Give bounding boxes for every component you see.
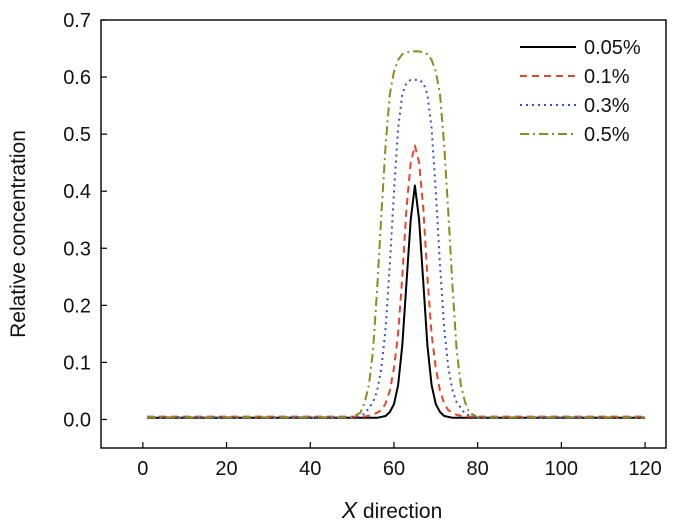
series-line-3 — [147, 50, 646, 419]
x-tick-label: 20 — [215, 458, 237, 480]
x-tick-label: 80 — [467, 458, 489, 480]
x-axis-title-variable: X — [341, 497, 359, 523]
plot-frame — [100, 19, 667, 449]
y-tick-label: 0.5 — [63, 124, 91, 146]
x-tick-label: 40 — [299, 458, 321, 480]
x-axis-title-text: direction — [357, 500, 442, 523]
series-line-2 — [147, 78, 646, 419]
x-tick-label: 0 — [137, 458, 148, 480]
y-tick-label: 0.7 — [63, 10, 91, 32]
legend-label-0: 0.05% — [584, 37, 641, 59]
legend-label-2: 0.3% — [584, 95, 630, 117]
y-tick-label: 0.0 — [63, 409, 91, 431]
tick-layer: 0 20 40 60 80 100 120 0.0 0.1 0.2 0.3 0.4 0.5 0.6 0.7 — [63, 10, 662, 480]
y-tick-label: 0.3 — [63, 238, 91, 260]
y-tick-label: 0.4 — [63, 181, 91, 203]
legend: 0.05% 0.1% 0.3% 0.5% — [520, 37, 641, 146]
x-tick-label: 120 — [628, 458, 661, 480]
legend-label-1: 0.1% — [584, 66, 630, 88]
x-tick-label: 100 — [545, 458, 578, 480]
legend-label-3: 0.5% — [584, 124, 630, 146]
series-layer — [147, 50, 646, 419]
y-axis-title: Relative concentration — [7, 130, 30, 338]
y-tick-label: 0.6 — [63, 67, 91, 89]
y-tick-label: 0.2 — [63, 295, 91, 317]
series-line-0 — [147, 184, 646, 419]
y-tick-label: 0.1 — [63, 352, 91, 374]
x-axis-title: X direction — [341, 497, 443, 523]
series-line-1 — [147, 144, 646, 418]
x-tick-label: 60 — [383, 458, 405, 480]
